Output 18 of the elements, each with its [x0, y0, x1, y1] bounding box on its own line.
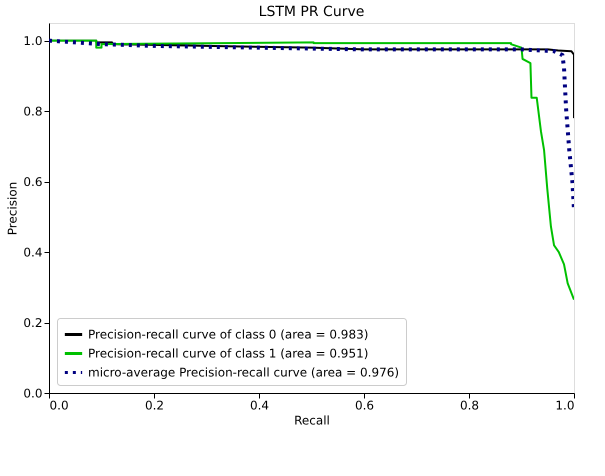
y-tick-label: 0.8 [23, 104, 42, 119]
chart-title: LSTM PR Curve [258, 4, 364, 20]
y-tick-label: 0.2 [23, 316, 42, 330]
y-axis-title: Precision [5, 182, 20, 236]
x-tick-label: 0.2 [144, 398, 164, 412]
x-tick-label: 1.0 [555, 398, 574, 412]
x-tick-label: 0.0 [50, 398, 69, 412]
y-tick-label: 1.0 [23, 34, 42, 48]
x-tick-label: 0.8 [460, 398, 480, 412]
legend-label: Precision-recall curve of class 0 (area = 0.983) [88, 328, 368, 342]
x-tick-label: 0.4 [250, 398, 270, 412]
y-tick-label: 0.6 [23, 175, 42, 190]
x-axis-title: Recall [294, 414, 330, 428]
legend-label: Precision-recall curve of class 1 (area = 0.951) [88, 346, 368, 360]
legend-label: micro-average Precision-recall curve (area = 0.976) [88, 366, 400, 380]
y-tick-label: 0.4 [23, 246, 42, 260]
y-tick-label: 0.0 [23, 386, 42, 400]
x-tick-label: 0.6 [354, 398, 374, 412]
